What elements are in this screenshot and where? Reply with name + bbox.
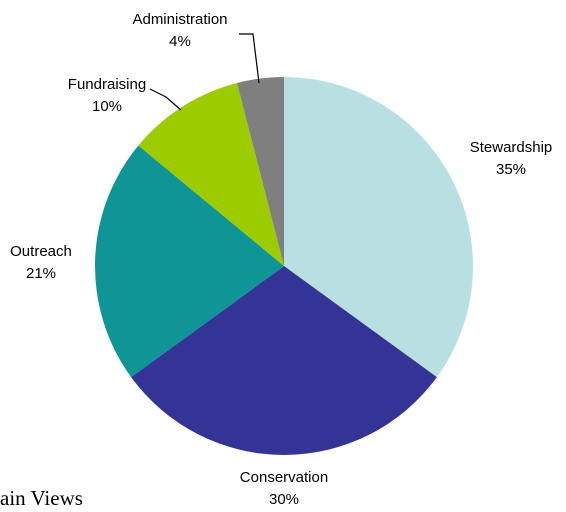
slice-value-administration: 4% (169, 33, 191, 50)
slice-label-conservation: Conservation (240, 469, 328, 486)
pie-slice-stewardship (284, 77, 473, 378)
pie-slice-outreach (95, 145, 284, 378)
pie-slice-conservation (131, 266, 437, 455)
pie-slice-administration (237, 77, 284, 266)
slice-label-fundraising: Fundraising (68, 76, 146, 93)
footer-text: ain Views (0, 486, 83, 510)
slice-value-fundraising: 10% (92, 98, 122, 115)
leader-line-fundraising (149, 88, 182, 111)
slice-labels: Stewardship 35% Conservation 30% Outreach 21%… (10, 11, 552, 508)
leader-lines (149, 33, 260, 111)
slice-value-outreach: 21% (26, 265, 56, 282)
leader-line-administration (239, 33, 260, 84)
slice-label-administration: Administration (132, 11, 227, 28)
pie-slices (95, 77, 473, 455)
slice-label-stewardship: Stewardship (470, 139, 553, 156)
slice-value-stewardship: 35% (496, 161, 526, 178)
slice-value-conservation: 30% (269, 491, 299, 508)
pie-slice-fundraising (138, 82, 284, 266)
slice-label-outreach: Outreach (10, 243, 72, 260)
